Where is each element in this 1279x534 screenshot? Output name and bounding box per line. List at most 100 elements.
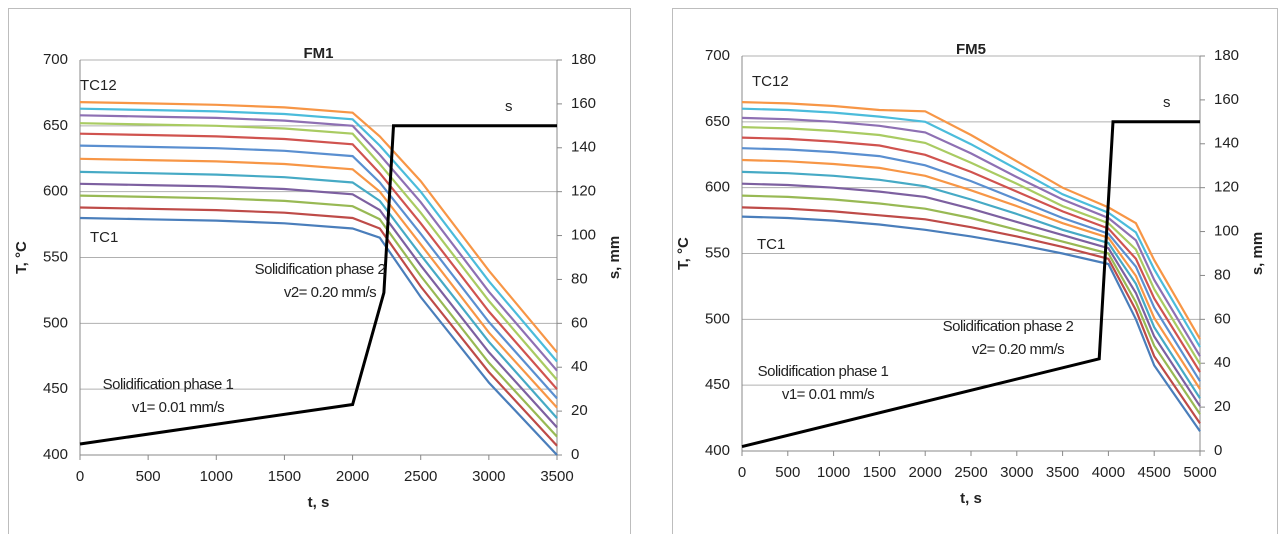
y-tick-label: 550 bbox=[43, 248, 68, 265]
y2-tick-label: 60 bbox=[1214, 310, 1231, 327]
y-tick-label: 450 bbox=[43, 380, 68, 397]
y-tick-label: 500 bbox=[705, 310, 730, 327]
x-tick-label: 2500 bbox=[954, 464, 987, 481]
x-tick-label: 1000 bbox=[200, 468, 233, 485]
temperature-line bbox=[79, 194, 558, 438]
temperature-line bbox=[741, 194, 1201, 415]
annotation: v1= 0.01 mm/s bbox=[132, 399, 224, 416]
series-label: TC1 bbox=[90, 229, 118, 246]
x-tick-label: 4000 bbox=[1092, 464, 1125, 481]
y2-tick-label: 0 bbox=[1214, 442, 1222, 459]
temperature-line bbox=[79, 101, 558, 354]
position-line bbox=[741, 120, 1200, 449]
y-tick-label: 700 bbox=[705, 47, 730, 64]
y2-tick-label: 160 bbox=[1214, 91, 1239, 108]
annotation: v2= 0.20 mm/s bbox=[284, 284, 376, 301]
y-tick-label: 400 bbox=[43, 446, 68, 463]
y2-tick-label: 40 bbox=[571, 358, 588, 375]
x-tick-label: 500 bbox=[775, 464, 800, 481]
temperature-line bbox=[79, 182, 558, 429]
y-tick-label: 450 bbox=[705, 376, 730, 393]
y2-axis-title: s, mm bbox=[606, 236, 623, 279]
chart-title: FM1 bbox=[304, 45, 334, 62]
x-tick-label: 3500 bbox=[540, 468, 573, 485]
x-tick-label: 0 bbox=[76, 468, 84, 485]
temperature-line bbox=[741, 158, 1201, 390]
temperature-line bbox=[741, 182, 1201, 407]
x-tick-label: 1000 bbox=[817, 464, 850, 481]
temperature-line bbox=[79, 206, 558, 447]
series-label: s bbox=[505, 98, 513, 115]
x-tick-label: 500 bbox=[136, 468, 161, 485]
y2-tick-label: 40 bbox=[1214, 354, 1231, 371]
annotation: v2= 0.20 mm/s bbox=[972, 341, 1064, 358]
y2-tick-label: 140 bbox=[1214, 135, 1239, 152]
temperature-line bbox=[79, 132, 558, 390]
series-label: TC1 bbox=[757, 236, 785, 253]
temperature-line bbox=[741, 136, 1201, 373]
x-tick-label: 5000 bbox=[1183, 464, 1216, 481]
annotation: Solidification phase 2 bbox=[943, 318, 1074, 335]
y2-tick-label: 0 bbox=[571, 446, 579, 463]
temperature-line bbox=[79, 170, 558, 419]
y-tick-label: 700 bbox=[43, 51, 68, 68]
temperature-line bbox=[741, 206, 1201, 425]
y2-tick-label: 80 bbox=[1214, 266, 1231, 283]
y-tick-label: 600 bbox=[705, 179, 730, 196]
y2-tick-label: 160 bbox=[571, 95, 596, 112]
temperature-line bbox=[79, 122, 558, 381]
x-tick-label: 2000 bbox=[336, 468, 369, 485]
x-tick-label: 2500 bbox=[404, 468, 437, 485]
temperature-line bbox=[741, 116, 1201, 357]
y-axis-title: T, °C bbox=[13, 241, 30, 274]
y2-tick-label: 180 bbox=[571, 51, 596, 68]
y2-tick-label: 20 bbox=[571, 402, 588, 419]
chart-title: FM5 bbox=[956, 41, 986, 58]
x-tick-label: 3000 bbox=[1000, 464, 1033, 481]
x-axis-title: t, s bbox=[308, 494, 330, 511]
x-tick-label: 3000 bbox=[472, 468, 505, 485]
temperature-line bbox=[741, 170, 1201, 399]
y-tick-label: 400 bbox=[705, 442, 730, 459]
temperature-line bbox=[79, 144, 558, 400]
annotation: v1= 0.01 mm/s bbox=[782, 386, 874, 403]
temperature-line bbox=[79, 216, 558, 456]
y2-tick-label: 140 bbox=[571, 139, 596, 156]
temperature-line bbox=[79, 114, 558, 372]
y2-tick-label: 100 bbox=[571, 227, 596, 244]
y-tick-label: 650 bbox=[705, 113, 730, 130]
series-label: s bbox=[1163, 94, 1171, 111]
y-axis-title: T, °C bbox=[675, 237, 692, 270]
temperature-line bbox=[741, 126, 1201, 365]
chart-frame bbox=[8, 8, 631, 534]
chart-frame bbox=[672, 8, 1278, 534]
y2-tick-label: 180 bbox=[1214, 47, 1239, 64]
annotation: Solidification phase 2 bbox=[255, 261, 386, 278]
x-axis-title: t, s bbox=[960, 490, 982, 507]
y2-axis-title: s, mm bbox=[1249, 232, 1266, 275]
position-line bbox=[79, 124, 557, 446]
x-tick-label: 1500 bbox=[268, 468, 301, 485]
x-tick-label: 0 bbox=[738, 464, 746, 481]
x-tick-label: 2000 bbox=[909, 464, 942, 481]
temperature-line bbox=[741, 147, 1201, 382]
series-label: TC12 bbox=[752, 73, 789, 90]
y-tick-label: 600 bbox=[43, 183, 68, 200]
y2-tick-label: 120 bbox=[1214, 179, 1239, 196]
temperature-line bbox=[79, 157, 558, 409]
y2-tick-label: 60 bbox=[571, 314, 588, 331]
temperature-line bbox=[79, 107, 558, 363]
x-tick-label: 4500 bbox=[1138, 464, 1171, 481]
x-tick-label: 1500 bbox=[863, 464, 896, 481]
y2-tick-label: 80 bbox=[571, 270, 588, 287]
y2-tick-label: 100 bbox=[1214, 223, 1239, 240]
annotation: Solidification phase 1 bbox=[103, 376, 234, 393]
series-label: TC12 bbox=[80, 77, 117, 94]
y-tick-label: 650 bbox=[43, 117, 68, 134]
temperature-line bbox=[741, 101, 1201, 340]
temperature-line bbox=[741, 107, 1201, 348]
y2-tick-label: 20 bbox=[1214, 398, 1231, 415]
x-tick-label: 3500 bbox=[1046, 464, 1079, 481]
y-tick-label: 500 bbox=[43, 314, 68, 331]
